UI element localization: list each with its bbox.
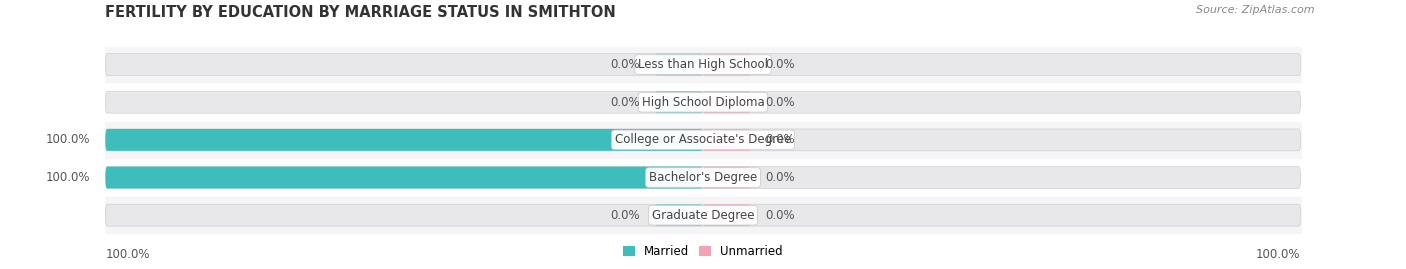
Text: 100.0%: 100.0% <box>46 133 90 146</box>
Text: 0.0%: 0.0% <box>766 133 796 146</box>
FancyBboxPatch shape <box>703 129 751 151</box>
Text: 0.0%: 0.0% <box>766 209 796 222</box>
Text: 100.0%: 100.0% <box>1256 248 1301 261</box>
Text: Bachelor's Degree: Bachelor's Degree <box>650 171 756 184</box>
Text: 0.0%: 0.0% <box>610 96 640 109</box>
FancyBboxPatch shape <box>703 54 751 76</box>
Text: 0.0%: 0.0% <box>610 58 640 71</box>
FancyBboxPatch shape <box>105 204 1301 226</box>
FancyBboxPatch shape <box>105 129 703 151</box>
Text: 0.0%: 0.0% <box>766 58 796 71</box>
Text: 100.0%: 100.0% <box>105 248 150 261</box>
Text: College or Associate's Degree: College or Associate's Degree <box>614 133 792 146</box>
Text: Graduate Degree: Graduate Degree <box>652 209 754 222</box>
Text: 100.0%: 100.0% <box>46 171 90 184</box>
FancyBboxPatch shape <box>105 91 1301 113</box>
FancyBboxPatch shape <box>703 167 751 189</box>
FancyBboxPatch shape <box>703 204 751 226</box>
Legend: Married, Unmarried: Married, Unmarried <box>619 241 787 263</box>
FancyBboxPatch shape <box>703 91 751 113</box>
FancyBboxPatch shape <box>105 167 1301 189</box>
FancyBboxPatch shape <box>105 129 1301 151</box>
Text: High School Diploma: High School Diploma <box>641 96 765 109</box>
Text: 0.0%: 0.0% <box>766 171 796 184</box>
Text: Less than High School: Less than High School <box>638 58 768 71</box>
Text: Source: ZipAtlas.com: Source: ZipAtlas.com <box>1197 5 1315 15</box>
FancyBboxPatch shape <box>105 167 703 189</box>
FancyBboxPatch shape <box>655 204 703 226</box>
FancyBboxPatch shape <box>655 91 703 113</box>
Text: 0.0%: 0.0% <box>766 96 796 109</box>
FancyBboxPatch shape <box>655 54 703 76</box>
Text: 0.0%: 0.0% <box>610 209 640 222</box>
FancyBboxPatch shape <box>105 54 1301 76</box>
Text: FERTILITY BY EDUCATION BY MARRIAGE STATUS IN SMITHTON: FERTILITY BY EDUCATION BY MARRIAGE STATU… <box>105 5 616 20</box>
